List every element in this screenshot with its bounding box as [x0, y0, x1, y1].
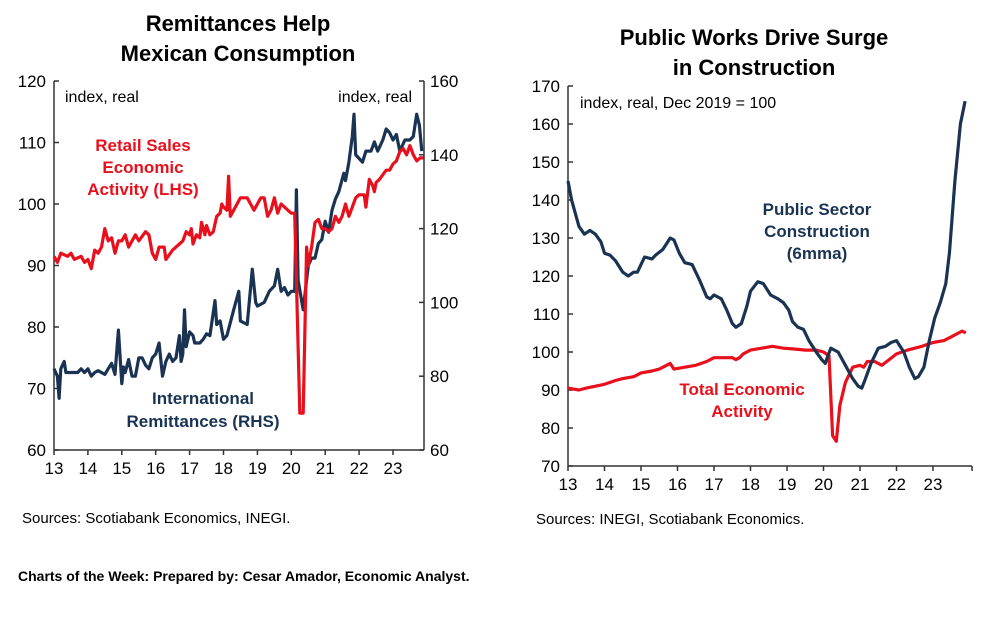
left-axis-unit: index, real	[65, 89, 139, 106]
public-construction-label-line2: Construction	[764, 222, 870, 241]
x-tick-label: 21	[851, 475, 870, 494]
x-tick-label: 17	[705, 475, 724, 494]
x-tick-label: 16	[668, 475, 687, 494]
public-construction-line	[566, 100, 967, 390]
left-y-tick-label: 120	[18, 72, 46, 91]
right-chart-title-line1: Public Works Drive Surge	[620, 25, 889, 50]
x-tick-label: 23	[384, 459, 403, 478]
total-activity-label-line1: Total Economic	[679, 380, 804, 399]
x-tick-label: 19	[248, 459, 267, 478]
left-chart-source: Sources: Scotiabank Economics, INEGI.	[22, 510, 290, 527]
x-tick-label: 15	[112, 459, 131, 478]
left-y-tick-label: 80	[27, 318, 46, 337]
x-tick-label: 14	[595, 475, 614, 494]
left-chart: Remittances Help Mexican Consumption ind…	[18, 11, 459, 527]
y-tick-label: 80	[541, 419, 560, 438]
left-y-tick-label: 90	[27, 257, 46, 276]
y-tick-label: 120	[532, 267, 560, 286]
x-tick-label: 22	[350, 459, 369, 478]
retail-label-line3: Activity (LHS)	[87, 180, 198, 199]
x-tick-label: 22	[887, 475, 906, 494]
y-tick-label: 90	[541, 381, 560, 400]
footer-credit: Charts of the Week: Prepared by: Cesar A…	[18, 568, 470, 584]
right-axis-unit: index, real	[338, 89, 412, 106]
y-tick-label: 100	[532, 343, 560, 362]
x-tick-label: 16	[146, 459, 165, 478]
right-y-tick-label: 100	[430, 293, 458, 312]
x-tick-label: 19	[778, 475, 797, 494]
left-chart-title-line2: Mexican Consumption	[121, 41, 356, 66]
x-tick-label: 20	[814, 475, 833, 494]
left-y-tick-label: 60	[27, 441, 46, 460]
y-tick-label: 110	[533, 305, 560, 324]
x-tick-label: 14	[78, 459, 97, 478]
y-tick-label: 70	[541, 457, 560, 476]
x-tick-label: 21	[316, 459, 335, 478]
y-tick-label: 170	[532, 77, 560, 96]
x-tick-label: 20	[282, 459, 301, 478]
left-y-tick-label: 100	[18, 195, 46, 214]
x-tick-label: 18	[214, 459, 233, 478]
x-tick-label: 15	[632, 475, 651, 494]
right-chart-source: Sources: INEGI, Scotiabank Economics.	[536, 511, 804, 528]
right-chart-unit: index, real, Dec 2019 = 100	[580, 95, 776, 112]
left-y-tick-label: 70	[27, 380, 46, 399]
right-y-tick-label: 140	[430, 146, 458, 165]
left-y-tick-label: 110	[19, 134, 46, 153]
right-y-tick-label: 60	[430, 441, 449, 460]
left-chart-title-line1: Remittances Help	[146, 11, 331, 36]
x-tick-label: 17	[180, 459, 199, 478]
remittances-line	[52, 112, 424, 400]
remittances-label-line2: Remittances (RHS)	[126, 412, 279, 431]
right-chart: Public Works Drive Surge in Construction…	[532, 25, 973, 528]
right-y-tick-label: 160	[430, 72, 458, 91]
retail-label-line2: Economic	[102, 158, 183, 177]
right-chart-title-line2: in Construction	[673, 55, 836, 80]
x-tick-label: 13	[45, 459, 64, 478]
public-construction-label-line3: (6mma)	[787, 244, 847, 263]
total-activity-label-line2: Activity	[711, 402, 773, 421]
public-construction-label-line1: Public Sector	[763, 200, 872, 219]
x-tick-label: 18	[741, 475, 760, 494]
remittances-label-line1: International	[152, 389, 254, 408]
x-tick-label: 13	[559, 475, 578, 494]
retail-sales-line	[52, 144, 424, 415]
y-tick-label: 150	[532, 153, 560, 172]
retail-label-line1: Retail Sales	[95, 136, 190, 155]
y-tick-label: 160	[532, 115, 560, 134]
right-y-tick-label: 80	[430, 367, 449, 386]
right-y-tick-label: 120	[430, 220, 458, 239]
x-tick-label: 23	[924, 475, 943, 494]
y-tick-label: 130	[532, 229, 560, 248]
y-tick-label: 140	[532, 191, 560, 210]
